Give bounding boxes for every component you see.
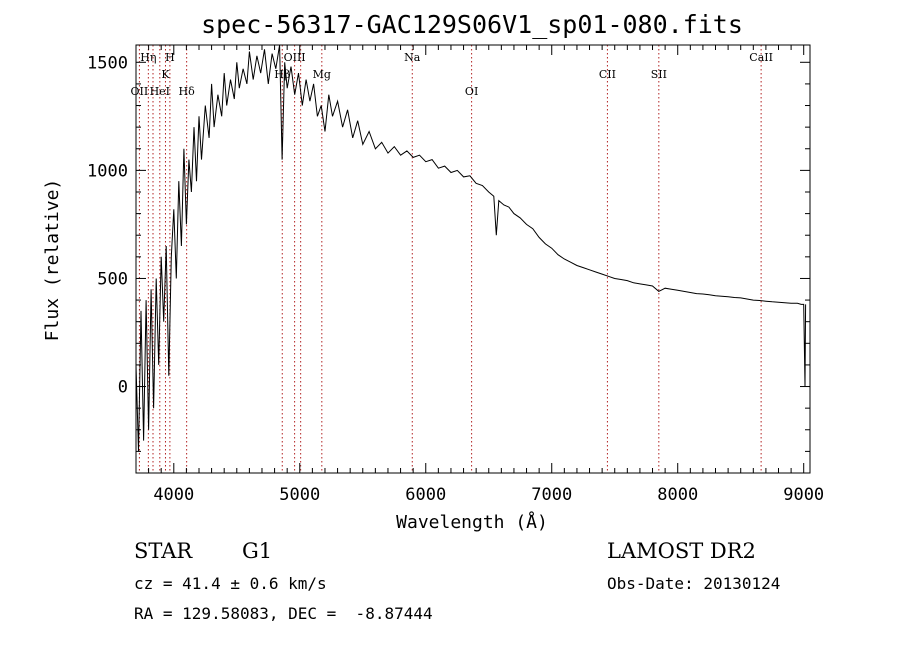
spectrum-line <box>135 44 807 452</box>
y-tick-label: 1500 <box>87 53 128 73</box>
x-tick-label: 9000 <box>783 485 824 505</box>
observation-date: Obs-Date: 20130124 <box>607 574 781 593</box>
spectral-line-markers: OII Hη HeI KH Hδ Hβ OIII Mg Na OI CII SII CaII <box>131 45 773 473</box>
redshift-value: cz = 41.4 ± 0.6 km/s <box>134 574 327 593</box>
object-class: STAR <box>134 539 193 563</box>
line-marker-label: H <box>165 51 175 64</box>
line-marker-label: Hβ <box>274 68 290 81</box>
plot-frame <box>135 44 811 474</box>
x-tick-label: 5000 <box>279 485 320 505</box>
y-axis-label: Flux (relative) <box>42 179 63 342</box>
coordinates: RA = 129.58083, DEC = -8.87444 <box>134 604 433 623</box>
line-marker-label: SII <box>651 68 667 81</box>
survey-name: LAMOST DR2 <box>607 539 756 563</box>
line-marker-label: HeI <box>150 85 170 98</box>
x-tick-label: 7000 <box>531 485 572 505</box>
chart-title: spec-56317-GAC129S06V1_sp01-080.fits <box>201 10 743 39</box>
y-tick-label: 500 <box>97 269 128 289</box>
x-axis-label: Wavelength (Å) <box>396 511 548 533</box>
y-tick-label: 1000 <box>87 161 128 181</box>
line-marker-label: Hδ <box>179 85 196 98</box>
line-marker-label: CaII <box>749 51 773 64</box>
line-marker-label: Mg <box>313 68 331 81</box>
y-axis: 0 500 1000 1500 <box>87 53 810 474</box>
x-tick-label: 4000 <box>153 485 194 505</box>
line-marker-label: OIII <box>284 51 306 64</box>
x-tick-label: 6000 <box>405 485 446 505</box>
y-tick-label: 0 <box>118 378 128 398</box>
line-marker-label: OI <box>465 85 478 98</box>
line-marker-label: OII <box>131 85 149 98</box>
line-marker-label: CII <box>599 68 616 81</box>
x-axis: 4000 5000 6000 7000 8000 9000 <box>135 45 824 505</box>
line-marker-label: Hη <box>140 51 156 64</box>
line-marker-label: Na <box>404 51 421 64</box>
x-tick-label: 8000 <box>657 485 698 505</box>
object-subclass: G1 <box>242 539 273 563</box>
line-marker-label: K <box>161 68 170 81</box>
